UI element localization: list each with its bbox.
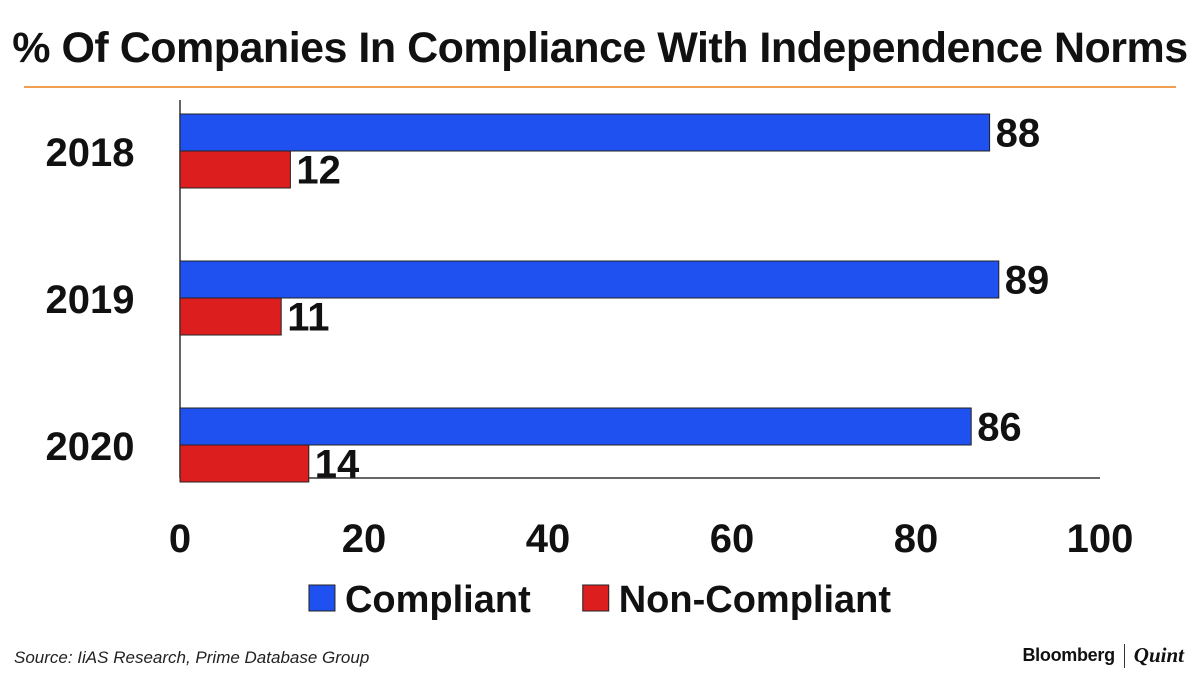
data-label: 89 — [1005, 259, 1050, 303]
category-label-2018: 2018 — [46, 131, 135, 175]
x-tick-label: 20 — [342, 517, 387, 561]
chart-title: % Of Companies In Compliance With Indepe… — [12, 24, 1188, 72]
legend-swatch — [308, 584, 336, 612]
category-label-2020: 2020 — [46, 425, 135, 469]
bar-non-compliant-2020 — [179, 444, 310, 483]
bar-compliant-2018 — [179, 113, 991, 152]
brand-separator — [1123, 643, 1125, 668]
bar-non-compliant-2019 — [179, 297, 282, 336]
x-tick-label: 0 — [169, 517, 191, 561]
x-tick-label: 60 — [710, 517, 755, 561]
brand-secondary: Quint — [1133, 643, 1184, 667]
bar-compliant-2020 — [179, 407, 972, 446]
bar-compliant-2019 — [179, 260, 1000, 299]
category-label-2019: 2019 — [46, 278, 135, 322]
legend-label: Non-Compliant — [619, 579, 892, 621]
legend-swatch — [582, 584, 610, 612]
data-label: 86 — [977, 406, 1022, 450]
bar-chart: 88 12 2018 89 11 2019 86 14 2020 0 20 40 60 80 100 Comp… — [46, 100, 1134, 621]
title-divider — [24, 86, 1176, 88]
source-note: Source: IiAS Research, Prime Database Gr… — [14, 648, 370, 667]
x-tick-label: 80 — [894, 517, 939, 561]
data-label: 12 — [296, 149, 341, 193]
x-tick-label: 100 — [1067, 517, 1134, 561]
brand-primary: Bloomberg — [1022, 645, 1115, 665]
legend-label: Compliant — [345, 579, 531, 621]
x-tick-label: 40 — [526, 517, 571, 561]
data-label: 88 — [996, 112, 1041, 156]
data-label: 11 — [287, 296, 329, 340]
data-label: 14 — [315, 443, 360, 487]
brand-logo: Bloomberg Quint — [1022, 643, 1184, 668]
bar-non-compliant-2018 — [179, 150, 291, 189]
